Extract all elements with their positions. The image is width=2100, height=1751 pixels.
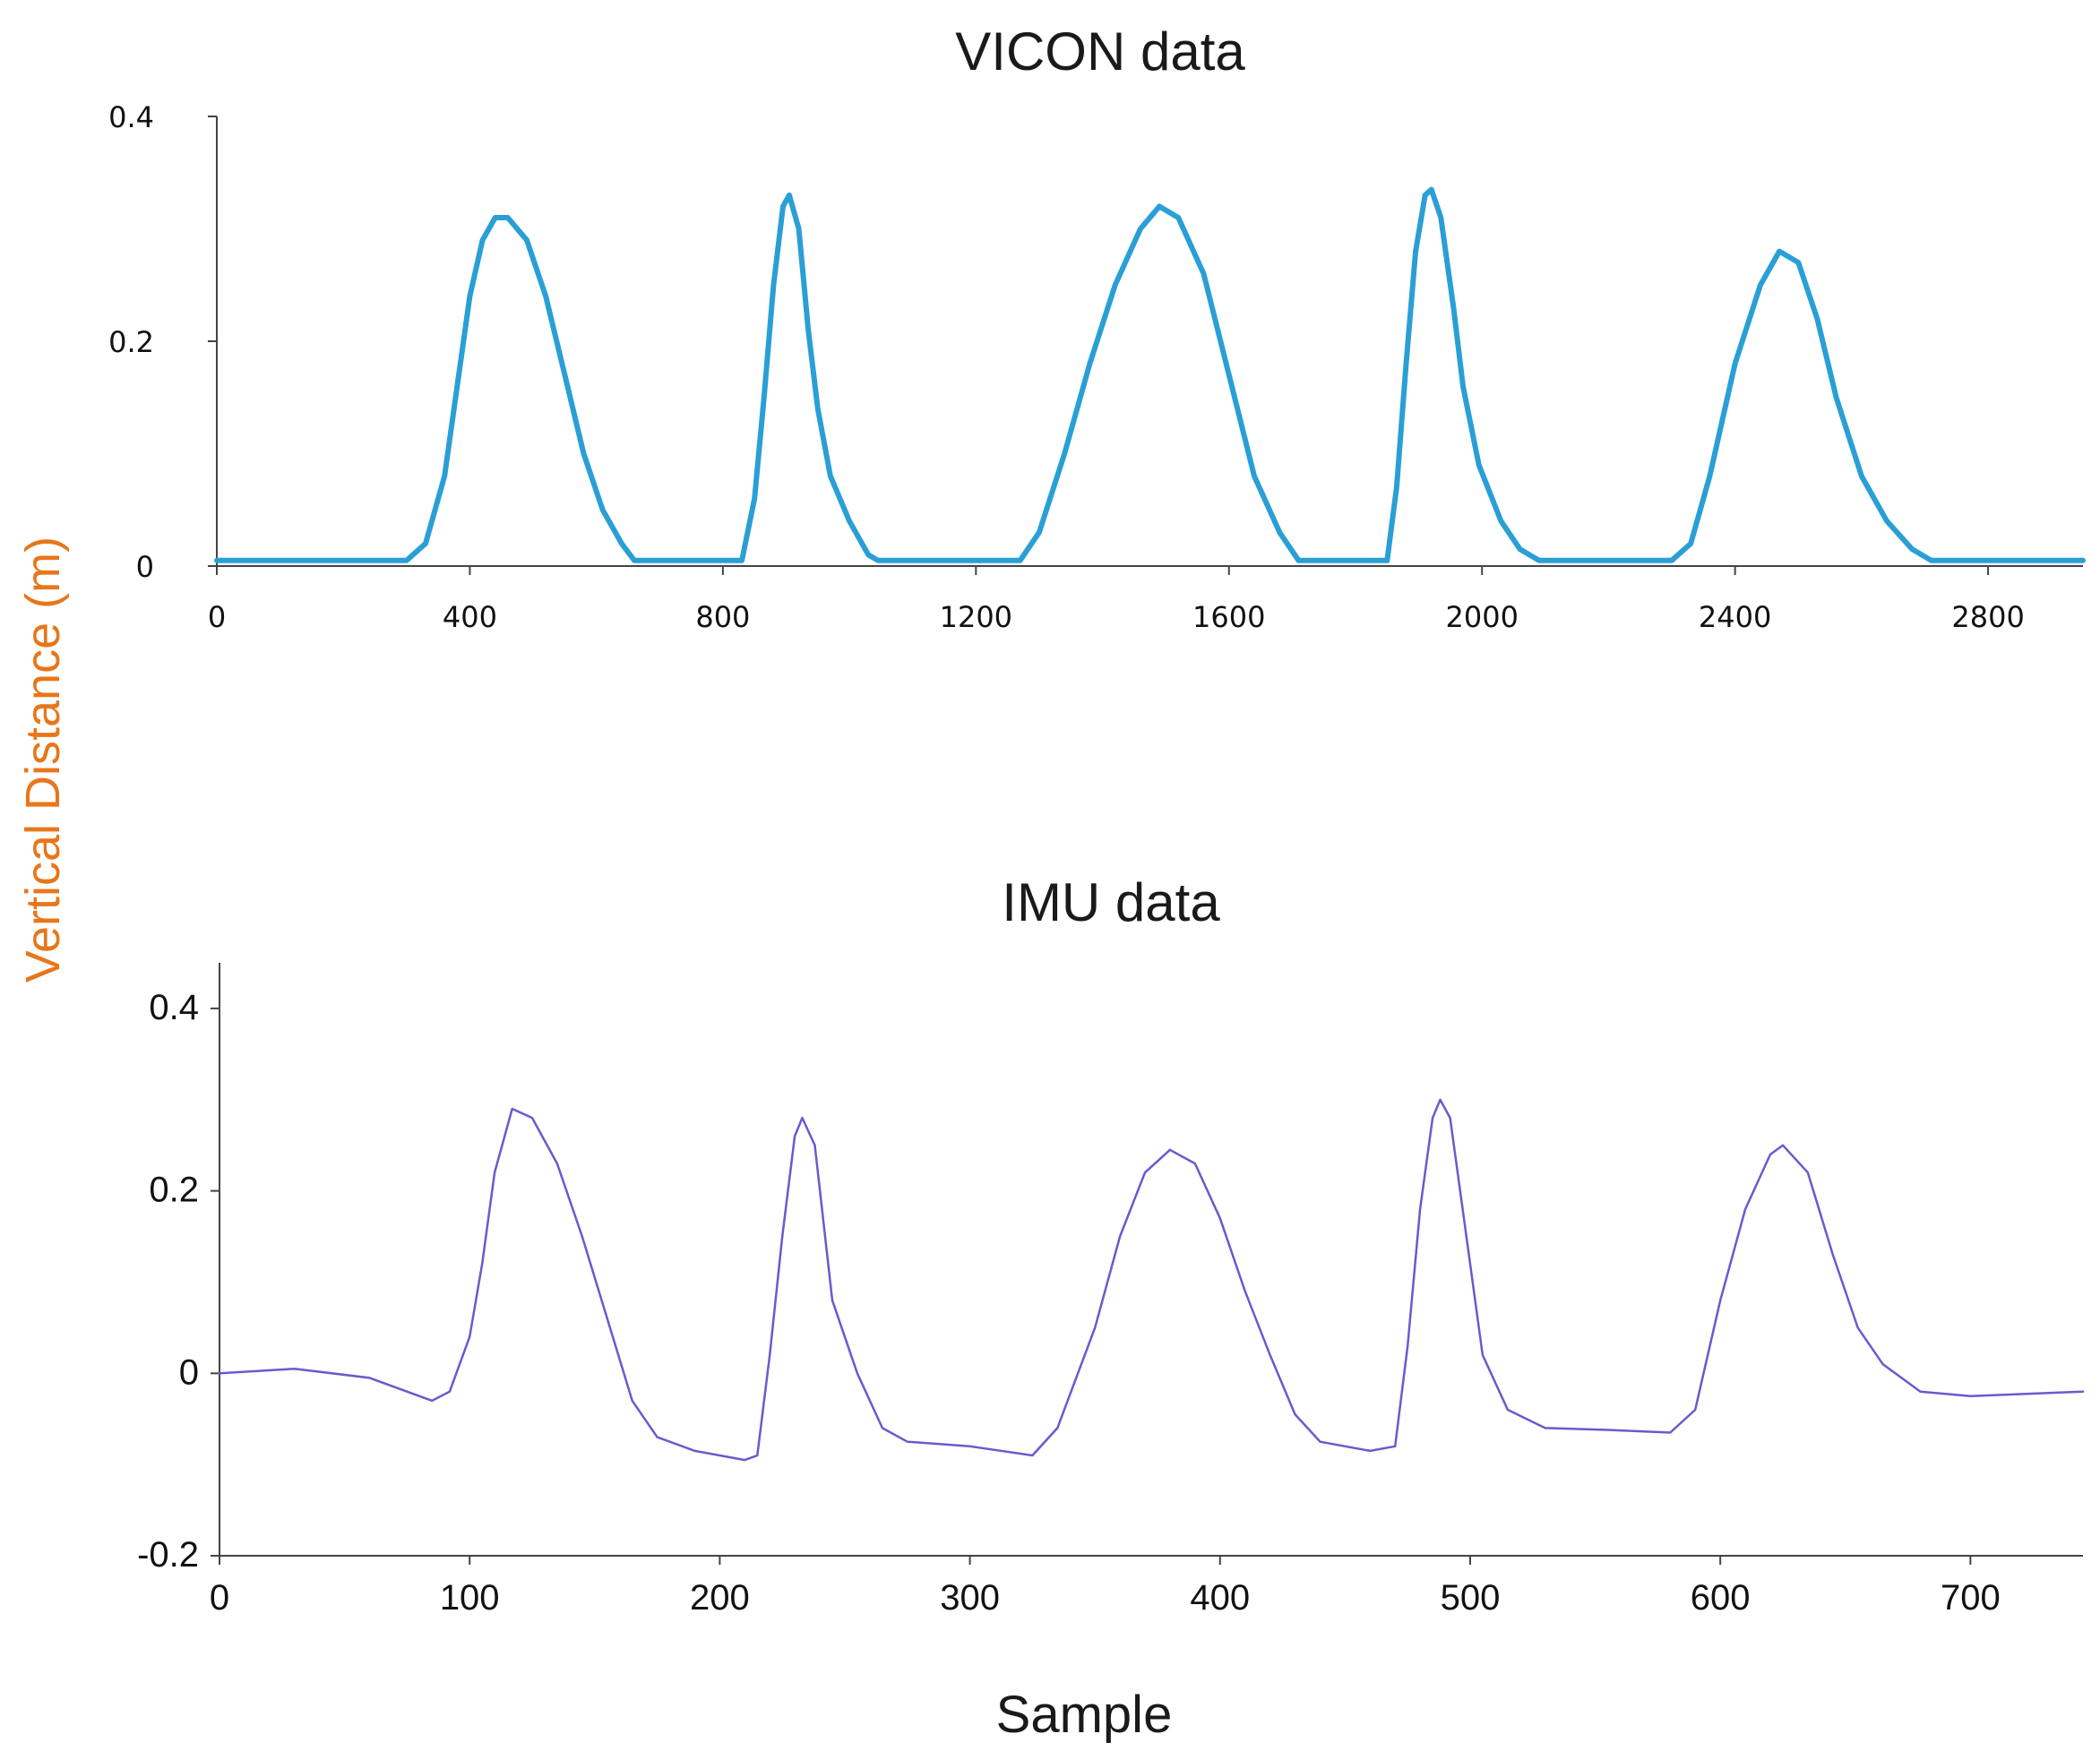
vicon-y-tick-label: 0.4 [108,100,154,134]
vicon-x-tick-label: 0 [208,600,226,634]
imu-x-tick-label: 200 [690,1578,750,1618]
vicon-x-tick-label: 800 [695,600,750,634]
vicon-x-tick-label: 2000 [1445,600,1518,634]
imu-series-line [218,1098,2085,1462]
vicon-x-tick-label: 2400 [1699,600,1771,634]
vicon-y-tick-label: 0 [136,550,154,584]
imu-x-tick-label: 600 [1691,1578,1751,1618]
imu-x-tick-label: 500 [1441,1578,1501,1618]
vicon-chart: VICON data 0 0.2 0.4 0 400 800 1200 1600 2000 24… [108,21,2086,634]
imu-x-tick-label: 100 [440,1578,500,1618]
imu-x-tick-label: 400 [1190,1578,1250,1618]
vicon-chart-title: VICON data [955,21,1245,82]
imu-y-tick-label: 0.2 [149,1171,199,1210]
vicon-x-tick-label: 1200 [940,600,1012,634]
vicon-x-tick-label: 400 [443,600,497,634]
vicon-series-line [214,186,2086,563]
imu-y-tick-label: 0 [179,1352,199,1392]
imu-x-tick-label: 300 [940,1578,1000,1618]
imu-y-tick-label: -0.2 [137,1535,199,1575]
shared-y-axis-label: Vertical Distance (m) [16,536,70,983]
vicon-y-tick-label: 0.2 [108,325,154,359]
imu-y-tick-label: 0.4 [149,988,199,1027]
vicon-x-tick-label: 2800 [1951,600,2024,634]
imu-x-tick-label: 700 [1941,1578,2001,1618]
imu-x-tick-label: 0 [210,1578,229,1618]
vicon-x-tick-label: 1600 [1192,600,1265,634]
imu-chart: IMU data -0.2 0 0.2 0.4 0 100 200 300 400 500 600… [137,872,2085,1618]
shared-x-axis-label: Sample [996,1686,1173,1744]
imu-chart-title: IMU data [1002,872,1220,932]
